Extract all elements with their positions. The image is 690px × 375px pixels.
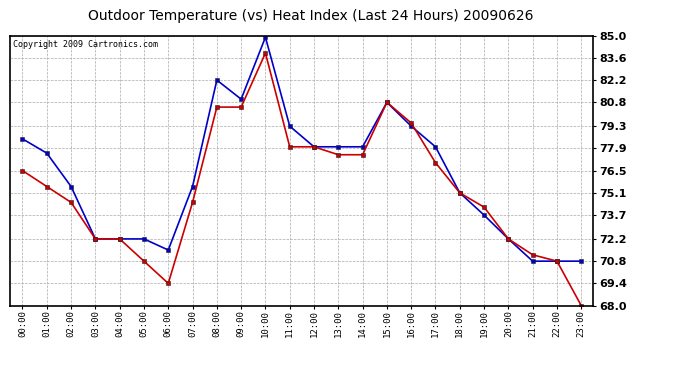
Text: Copyright 2009 Cartronics.com: Copyright 2009 Cartronics.com (13, 40, 158, 49)
Text: Outdoor Temperature (vs) Heat Index (Last 24 Hours) 20090626: Outdoor Temperature (vs) Heat Index (Las… (88, 9, 533, 23)
